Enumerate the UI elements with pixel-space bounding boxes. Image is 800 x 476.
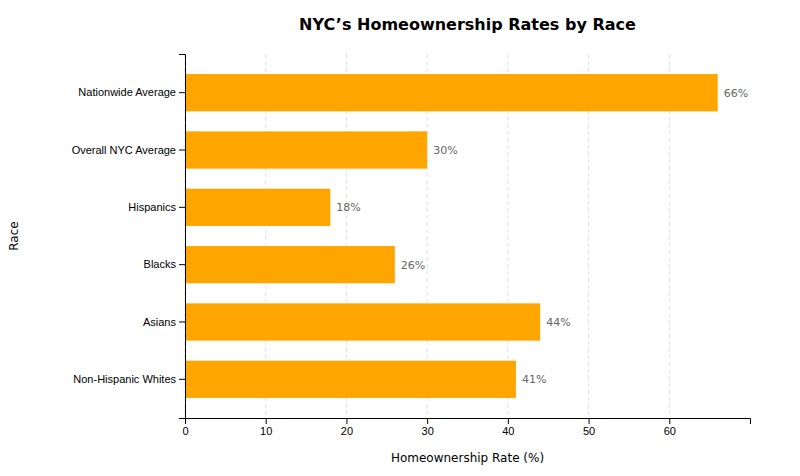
bar bbox=[185, 131, 427, 168]
y-tick-label: Asians bbox=[143, 316, 177, 328]
data-label: 44% bbox=[546, 316, 570, 329]
y-tick: Asians bbox=[143, 316, 185, 328]
x-tick-label: 0 bbox=[182, 425, 188, 437]
bar bbox=[185, 189, 330, 226]
y-axis-title: Race bbox=[7, 221, 21, 250]
y-tick-mark bbox=[179, 150, 185, 151]
y-tick-mark bbox=[179, 321, 185, 322]
x-tick-mark bbox=[346, 418, 347, 424]
y-tick-mark bbox=[179, 92, 185, 93]
data-label: 30% bbox=[433, 144, 457, 157]
x-tick: 60 bbox=[664, 418, 676, 437]
data-labels: 66% 30% 18% 26% 44% 41% bbox=[336, 87, 748, 387]
x-tick: 30 bbox=[422, 418, 434, 437]
x-tick-label: 40 bbox=[502, 425, 514, 437]
bars bbox=[185, 74, 718, 398]
x-tick-mark bbox=[508, 418, 509, 424]
x-axis-line bbox=[186, 419, 751, 425]
x-axis: 0 10 20 30 40 50 60 bbox=[182, 418, 750, 437]
bar bbox=[185, 246, 395, 283]
y-tick-mark bbox=[179, 207, 185, 208]
bar bbox=[185, 361, 516, 398]
plot: 66% 30% 18% 26% 44% 41% 0 10 20 30 40 50 60 Nationwid… bbox=[72, 54, 751, 437]
y-tick: Non-Hispanic Whites bbox=[73, 373, 185, 385]
y-tick-label: Nationwide Average bbox=[78, 86, 176, 98]
y-tick-mark bbox=[179, 264, 185, 265]
x-tick-mark bbox=[427, 418, 428, 424]
x-tick-label: 20 bbox=[341, 425, 353, 437]
y-tick-label: Non-Hispanic Whites bbox=[73, 373, 176, 385]
y-tick: Nationwide Average bbox=[78, 86, 185, 98]
x-tick-label: 50 bbox=[583, 425, 595, 437]
y-tick: Overall NYC Average bbox=[72, 144, 185, 156]
y-tick-mark bbox=[179, 379, 185, 380]
data-label: 66% bbox=[724, 87, 748, 100]
x-tick: 50 bbox=[583, 418, 595, 437]
y-tick-label: Blacks bbox=[144, 258, 177, 270]
title: NYC’s Homeownership Rates by Race bbox=[299, 15, 636, 34]
chart: 66% 30% 18% 26% 44% 41% 0 10 20 30 40 50 60 Nationwid… bbox=[0, 0, 800, 476]
bar bbox=[185, 303, 540, 340]
x-tick: 0 bbox=[182, 418, 188, 437]
data-label: 26% bbox=[401, 259, 425, 272]
x-tick-label: 10 bbox=[260, 425, 272, 437]
x-axis-title: Homeownership Rate (%) bbox=[391, 451, 544, 465]
y-axis: Nationwide Average Overall NYC Average His… bbox=[72, 55, 186, 419]
bar bbox=[185, 74, 718, 111]
data-label: 18% bbox=[336, 201, 360, 214]
x-tick-mark bbox=[669, 418, 670, 424]
x-tick-mark bbox=[589, 418, 590, 424]
x-tick: 20 bbox=[341, 418, 353, 437]
y-tick-label: Overall NYC Average bbox=[72, 144, 176, 156]
x-tick: 40 bbox=[502, 418, 514, 437]
x-tick-mark bbox=[266, 418, 267, 424]
y-tick: Blacks bbox=[144, 258, 185, 270]
y-tick-label: Hispanics bbox=[128, 201, 176, 213]
y-axis-line bbox=[179, 55, 186, 419]
x-tick-label: 60 bbox=[664, 425, 676, 437]
y-tick: Hispanics bbox=[128, 201, 185, 213]
data-label: 41% bbox=[522, 373, 546, 386]
x-tick: 10 bbox=[260, 418, 272, 437]
x-tick-label: 30 bbox=[422, 425, 434, 437]
